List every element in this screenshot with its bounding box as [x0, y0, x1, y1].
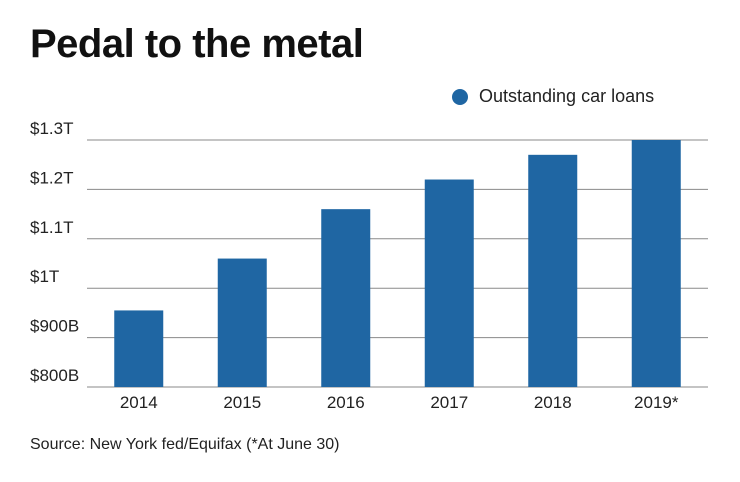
bar-2014	[114, 310, 164, 387]
x-tick-label: 2018	[534, 393, 572, 412]
bar-2019	[631, 140, 681, 387]
y-tick-label: $900B	[30, 317, 79, 336]
x-axis-tick-labels: 2014 2015 2016 2017 2018 2019*	[120, 393, 679, 412]
y-tick-label: $1T	[30, 267, 59, 286]
bar-2015	[217, 258, 267, 387]
x-tick-label: 2019*	[634, 393, 679, 412]
y-tick-label: $1.2T	[30, 168, 73, 187]
x-tick-label: 2016	[327, 393, 365, 412]
legend-label-outstanding-car-loans: Outstanding car loans	[479, 86, 655, 106]
x-tick-label: 2014	[120, 393, 158, 412]
bars	[114, 140, 681, 387]
bar-2018	[528, 154, 578, 387]
chart-legend: Outstanding car loans	[452, 86, 654, 107]
x-tick-label: 2015	[223, 393, 261, 412]
y-tick-label: $1.3T	[30, 119, 73, 138]
bar-2017	[424, 179, 474, 387]
x-tick-label: 2017	[430, 393, 468, 412]
y-tick-label: $1.1T	[30, 218, 73, 237]
legend-swatch-outstanding-car-loans	[452, 88, 468, 105]
gridlines	[87, 139, 708, 388]
y-axis-tick-labels: $800B $900B $1T $1.1T $1.2T $1.3T	[30, 119, 79, 385]
y-tick-label: $800B	[30, 366, 79, 385]
bar-2016	[321, 209, 371, 387]
chart-title: Pedal to the metal	[30, 22, 364, 66]
source-note: Source: New York fed/Equifax (*At June 3…	[30, 436, 340, 453]
